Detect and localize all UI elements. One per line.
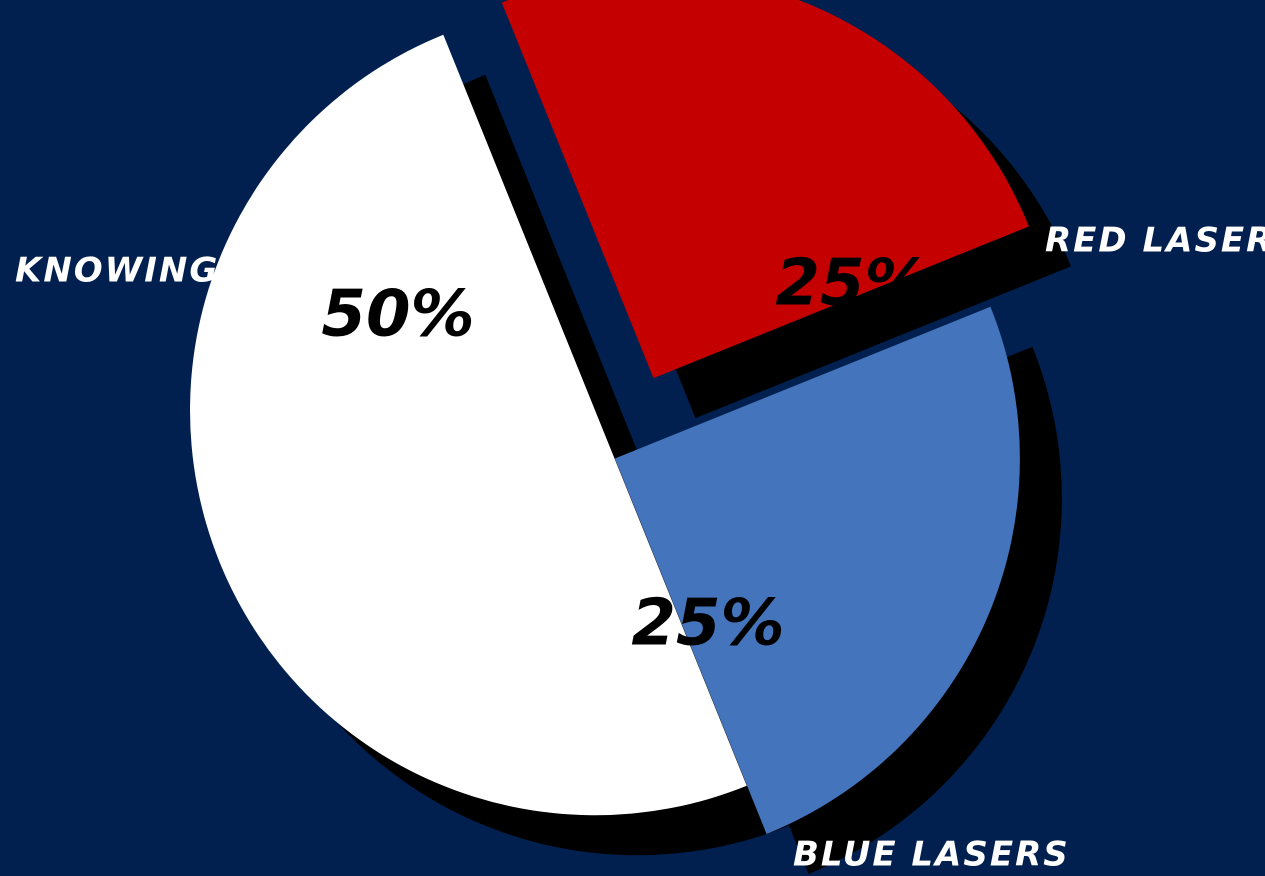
value-label-red-lasers: 25% [775, 247, 928, 321]
value-label-knowing: 50% [321, 278, 474, 352]
category-label-blue-lasers: BLUE LASERS [793, 835, 1070, 875]
slice-blue-lasers [614, 306, 1020, 834]
slice-knowing [190, 34, 747, 816]
value-labels: 50% 25% 25% [321, 247, 928, 661]
slices [190, 0, 1029, 834]
category-labels: KNOWING RED LASERS BLUE LASERS [15, 221, 1265, 875]
slice-red-lasers [501, 0, 1029, 379]
category-label-knowing: KNOWING [15, 251, 219, 291]
value-label-blue-lasers: 25% [631, 587, 784, 661]
category-label-red-lasers: RED LASERS [1045, 221, 1265, 261]
